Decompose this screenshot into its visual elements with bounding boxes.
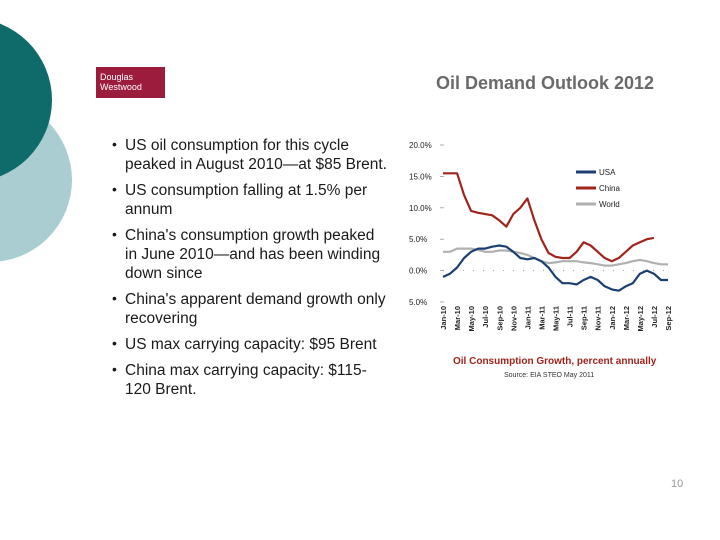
- y-tick-label: 15.0%: [409, 172, 432, 181]
- x-tick-label: May-11: [552, 306, 561, 331]
- bullet-item: • China max carrying capacity: $115-120 B…: [112, 361, 387, 399]
- bullet-icon: •: [112, 136, 117, 152]
- series-line-china: [443, 172, 655, 263]
- x-tick-label: Sep-11: [580, 306, 589, 330]
- y-tick-label: 20.0%: [409, 141, 432, 150]
- x-tick-label: Jul-10: [481, 306, 490, 328]
- bullet-item: • US max carrying capacity: $95 Brent: [112, 335, 387, 354]
- x-tick-label: Sep-10: [495, 306, 504, 331]
- y-tick-label: 5.0%: [409, 235, 427, 244]
- bullet-item: • China's consumption growth peaked in Ju…: [112, 226, 387, 283]
- legend-label-china: China: [599, 184, 620, 193]
- x-tick-label: Mar-10: [453, 306, 462, 330]
- y-tick-label: 5.0%: [409, 298, 427, 307]
- bullet-icon: •: [112, 181, 117, 197]
- dark-teal-circle: [0, 23, 52, 177]
- bullet-text: US consumption falling at 1.5% per annum: [125, 182, 368, 218]
- bullet-text: China's consumption growth peaked in Jun…: [125, 227, 381, 282]
- decorative-circles: [0, 23, 72, 262]
- series-line-world: [443, 247, 668, 267]
- x-tick-label: Jan-10: [439, 306, 448, 330]
- bullet-text: China's apparent demand growth only reco…: [125, 291, 386, 327]
- bullet-icon: •: [112, 226, 117, 242]
- x-tick-label: May-12: [636, 306, 645, 331]
- bullet-item: • China's apparent demand growth only rec…: [112, 290, 387, 328]
- x-tick-label: Nov-10: [509, 306, 518, 331]
- chart-title: Oil Consumption Growth, percent annually: [453, 356, 657, 367]
- bullet-item: • US oil consumption for this cycle peake…: [112, 136, 387, 174]
- bullet-icon: •: [112, 361, 117, 377]
- x-tick-label: May-10: [467, 306, 476, 331]
- bullet-text: China max carrying capacity: $115-120 Br…: [125, 362, 367, 398]
- x-tick-label: Jul-12: [650, 306, 659, 328]
- bullet-icon: •: [112, 290, 117, 306]
- bullet-item: • US consumption falling at 1.5% per annu…: [112, 181, 387, 219]
- y-tick-label: 10.0%: [409, 204, 432, 213]
- legend-label-world: World: [599, 200, 620, 209]
- company-logo: Douglas Westwood: [96, 67, 165, 98]
- legend-label-usa: USA: [599, 168, 616, 177]
- x-tick-label: Jul-11: [566, 306, 575, 327]
- series-line-usa: [442, 244, 668, 292]
- bullet-text: US oil consumption for this cycle peaked…: [125, 137, 387, 173]
- x-tick-label: Nov-11: [594, 306, 603, 331]
- x-tick-label: Jan-12: [608, 306, 617, 330]
- x-tick-label: Mar-11: [537, 306, 546, 330]
- bullet-list: • US oil consumption for this cycle peake…: [112, 136, 387, 406]
- x-tick-label: Jan-11: [523, 306, 532, 329]
- chart-source: Source: EIA STEO May 2011: [504, 372, 594, 379]
- oil-consumption-chart: Oil Consumption Growth, percent annually…: [409, 141, 673, 379]
- x-tick-label: Sep-12: [664, 306, 673, 331]
- x-tick-label: Mar-12: [622, 306, 631, 330]
- page-number: 10: [671, 478, 684, 490]
- y-tick-label: 0.0%: [409, 267, 427, 276]
- bullet-icon: •: [112, 335, 117, 351]
- bullet-text: US max carrying capacity: $95 Brent: [125, 336, 377, 353]
- logo-line-1: Douglas: [100, 72, 134, 82]
- slide-title: Oil Demand Outlook 2012: [436, 73, 655, 93]
- logo-line-2: Westwood: [100, 82, 142, 92]
